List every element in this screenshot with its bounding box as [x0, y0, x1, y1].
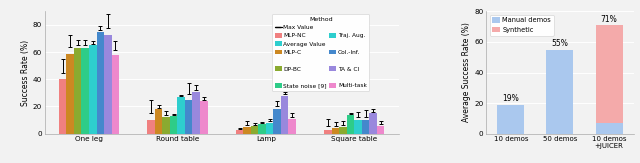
Bar [289, 119, 296, 134]
Bar [155, 109, 163, 134]
Bar [339, 127, 347, 134]
Bar [185, 100, 193, 134]
Bar [243, 127, 251, 134]
Bar [596, 25, 623, 123]
Bar [377, 126, 385, 134]
Legend: Max Value, MLP-NC, Average Value, MLP-C, , DP-BC, , State noise [9], , Traj. Aug: Max Value, MLP-NC, Average Value, MLP-C,… [272, 14, 369, 91]
Bar [332, 128, 339, 134]
Bar [497, 105, 524, 134]
Bar [59, 79, 67, 134]
Bar [147, 120, 155, 134]
Text: 19%: 19% [502, 94, 519, 103]
Text: 55%: 55% [552, 39, 568, 48]
Y-axis label: Success Rate (%): Success Rate (%) [21, 39, 30, 106]
Bar [596, 123, 623, 134]
Y-axis label: Average Success Rate (%): Average Success Rate (%) [463, 23, 472, 122]
Bar [273, 109, 281, 134]
Bar [266, 123, 273, 134]
Bar [67, 53, 74, 134]
Bar [259, 124, 266, 134]
Bar [200, 101, 207, 134]
Bar [362, 120, 369, 134]
Bar [74, 48, 81, 134]
Bar [251, 126, 259, 134]
Bar [324, 130, 332, 134]
Bar [89, 45, 97, 134]
Bar [281, 96, 289, 134]
Bar [104, 35, 111, 134]
Bar [369, 113, 377, 134]
Bar [81, 48, 89, 134]
Legend: Manual demos, Synthetic: Manual demos, Synthetic [490, 15, 554, 36]
Bar [355, 120, 362, 134]
Bar [547, 50, 573, 134]
Bar [177, 97, 185, 134]
Bar [236, 130, 243, 134]
Bar [170, 116, 177, 134]
Bar [347, 115, 355, 134]
Bar [163, 117, 170, 134]
Bar [193, 92, 200, 134]
Bar [97, 32, 104, 134]
Text: 71%: 71% [601, 15, 618, 24]
Bar [111, 55, 119, 134]
